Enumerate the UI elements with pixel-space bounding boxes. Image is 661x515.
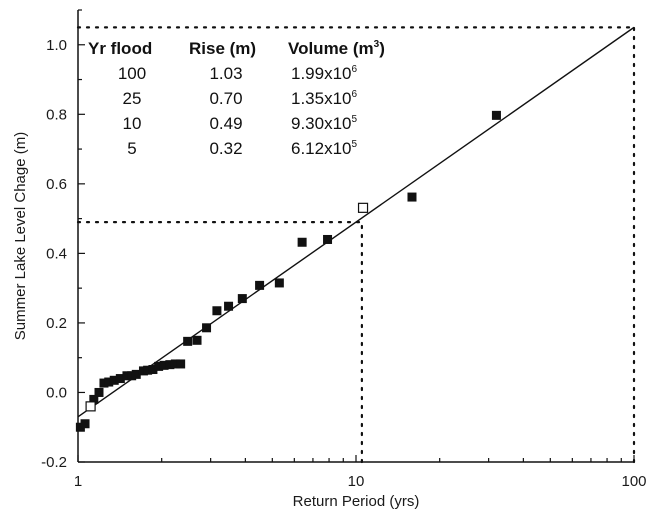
annotation-table: Yr flood Rise (m) Volume (m3) 100 1.03 1…: [88, 39, 385, 158]
x-axis-title: Return Period (yrs): [293, 493, 420, 510]
data-point: [115, 374, 125, 384]
table-row-volume: 9.30x105: [291, 114, 358, 133]
data-point: [154, 361, 164, 371]
data-points: [75, 110, 501, 432]
data-point: [94, 387, 104, 397]
data-point: [104, 377, 114, 387]
volume-base: 6.12x10: [291, 139, 352, 158]
data-point: [99, 378, 109, 388]
volume-base: 9.30x10: [291, 114, 352, 133]
data-point: [491, 110, 501, 120]
table-header-volume-exp: 3: [374, 39, 380, 50]
volume-base: 1.99x10: [291, 64, 352, 83]
y-tick-label: 0.8: [46, 106, 67, 123]
table-row-volume: 1.35x106: [291, 89, 358, 108]
data-point: [202, 323, 212, 333]
data-point: [255, 280, 265, 290]
table-header-volume-close: ): [379, 39, 385, 58]
data-point: [122, 371, 132, 381]
reference-lines: [76, 26, 636, 464]
data-point: [274, 278, 284, 288]
table-row-flood: 10: [123, 114, 142, 133]
table-row-volume: 1.99x106: [291, 64, 358, 83]
data-point: [192, 335, 202, 345]
table-header-flood: Yr flood: [88, 39, 152, 58]
y-tick-label: 0.6: [46, 176, 67, 193]
y-tick-label: -0.2: [41, 454, 67, 471]
data-point: [127, 371, 137, 381]
y-ticks: -0.2 0.0 0.2 0.4 0.6 0.8 1.0: [41, 9, 85, 471]
table-header-volume-base: Volume (m: [288, 39, 374, 58]
data-point: [323, 234, 333, 244]
y-tick-label: 1.0: [46, 37, 67, 54]
data-point: [212, 306, 222, 316]
volume-exponent: 6: [352, 89, 358, 100]
data-point: [170, 359, 180, 369]
table-row-rise: 0.32: [209, 139, 242, 158]
data-point: [165, 360, 175, 370]
data-point: [80, 419, 90, 429]
x-ticks: 1 10 100: [74, 455, 647, 490]
data-point-open: [85, 401, 96, 412]
table-row-rise: 0.70: [209, 89, 242, 108]
table-row-flood: 25: [123, 89, 142, 108]
data-point: [109, 375, 119, 385]
data-point: [143, 365, 153, 375]
fit-line: [77, 26, 635, 418]
fit-line-group: [77, 26, 635, 418]
x-tick-label: 100: [621, 473, 646, 490]
data-point: [297, 237, 307, 247]
y-tick-label: 0.2: [46, 315, 67, 332]
table-row-rise: 1.03: [209, 64, 242, 83]
table-row-flood: 5: [127, 139, 136, 158]
table-row-volume: 6.12x105: [291, 139, 358, 158]
table-header-volume: Volume (m3): [288, 39, 385, 58]
y-axis-title: Summer Lake Level Chage (m): [12, 132, 29, 340]
x-tick-label: 10: [348, 473, 365, 490]
table-row-rise: 0.49: [209, 114, 242, 133]
volume-exponent: 6: [352, 64, 358, 75]
volume-base: 1.35x10: [291, 89, 352, 108]
y-tick-label: 0.0: [46, 384, 67, 401]
data-point: [159, 360, 169, 370]
table-header-rise: Rise (m): [189, 39, 256, 58]
data-point: [183, 336, 193, 346]
y-tick-label: 0.4: [46, 245, 67, 262]
data-point: [176, 359, 186, 369]
volume-exponent: 5: [352, 114, 358, 125]
data-point: [89, 394, 99, 404]
data-point: [407, 192, 417, 202]
data-point-open: [357, 202, 369, 213]
data-point: [224, 301, 234, 311]
data-point: [237, 294, 247, 304]
x-tick-label: 1: [74, 473, 82, 490]
table-row-flood: 100: [118, 64, 146, 83]
volume-exponent: 5: [352, 139, 358, 150]
data-point: [131, 369, 141, 379]
data-point: [148, 365, 158, 375]
